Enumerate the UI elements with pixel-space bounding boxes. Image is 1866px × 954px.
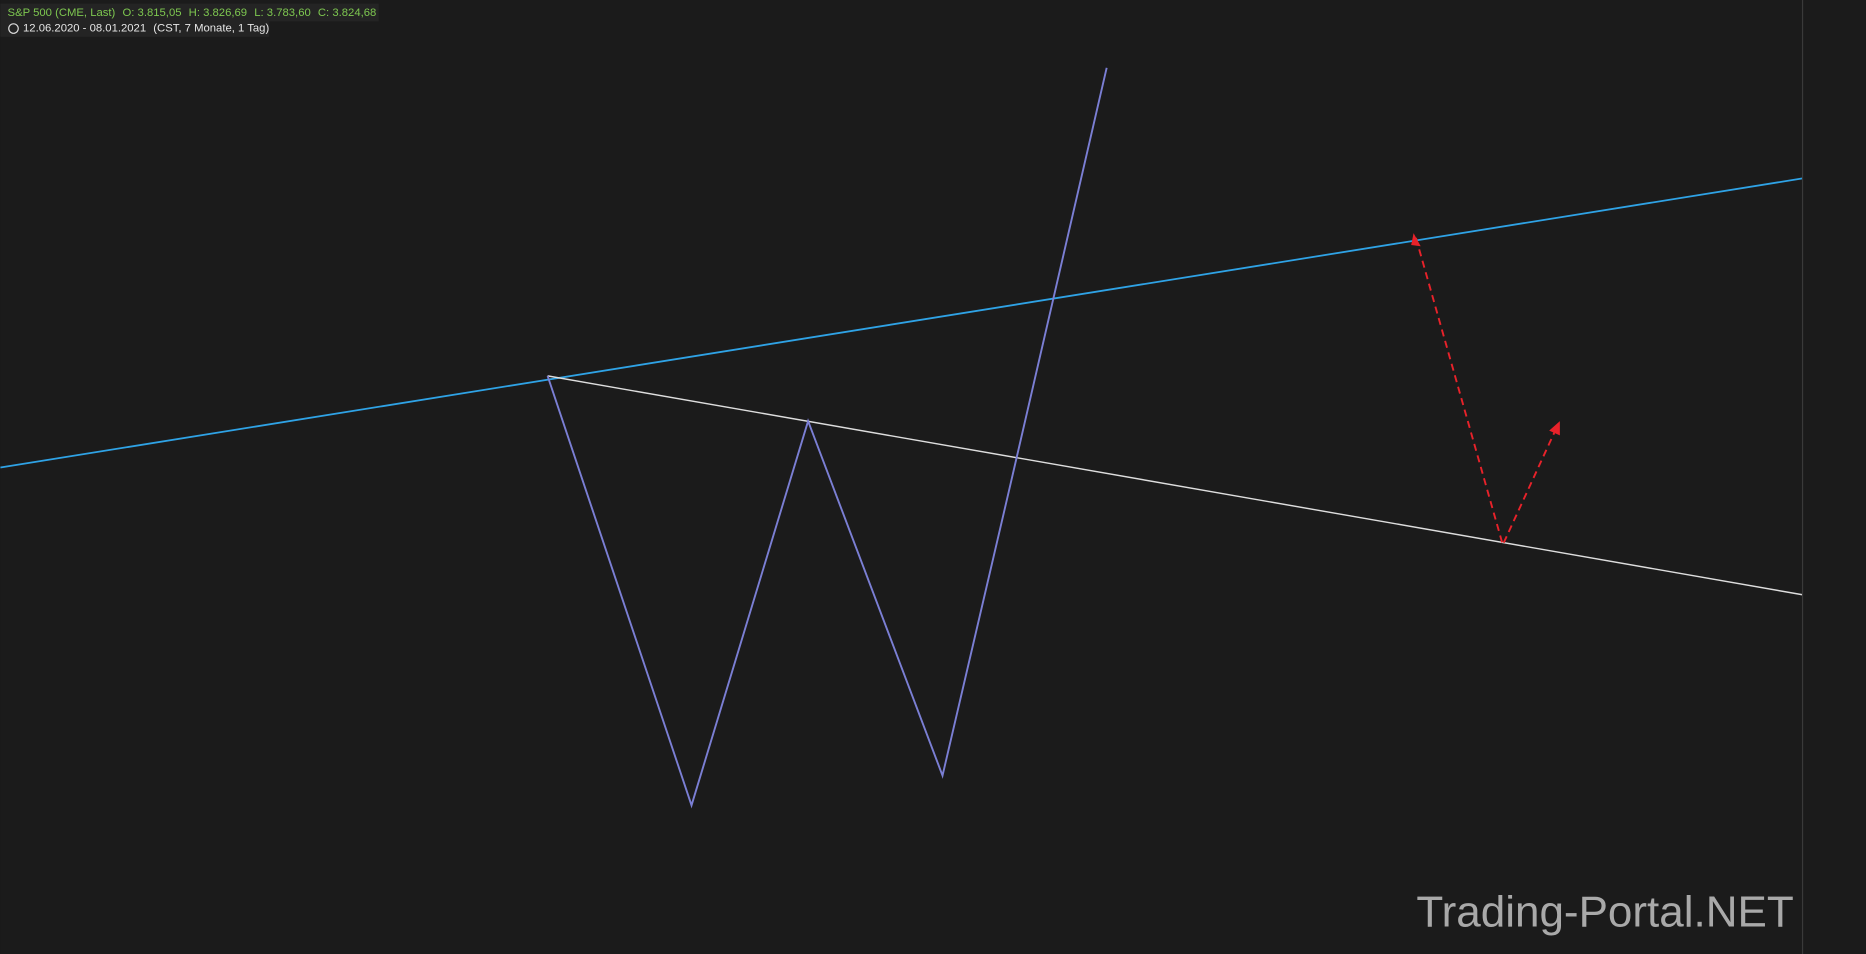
trend-line-down [547,375,1803,596]
zigzag [546,67,1108,809]
range: 12.06.2020 - 08.01.2021 [23,23,146,35]
drawings [0,67,1803,809]
arrow-head [1411,233,1421,247]
trend-line-up [0,177,1803,469]
header-ohlc: S&P 500 (CME, Last) O: 3.815,05 H: 3.826,6… [8,7,377,19]
open: O: 3.815,05 [122,7,181,19]
low: L: 3.783,60 [254,7,311,19]
arrow-head [1549,421,1560,436]
close: C: 3.824,68 [318,7,376,19]
high: H: 3.826,69 [189,7,247,19]
details: (CST, 7 Monate, 1 Tag) [153,23,269,35]
header-bg [0,3,379,22]
header-bg [0,20,270,37]
instrument: S&P 500 (CME, Last) [8,7,116,19]
header-range: 12.06.2020 - 08.01.2021 (CST, 7 Monate, 1… [23,23,269,35]
watermark: Trading-Portal.NET [1416,887,1793,936]
clock-icon [8,23,19,34]
forecast-arrow [1415,237,1558,548]
